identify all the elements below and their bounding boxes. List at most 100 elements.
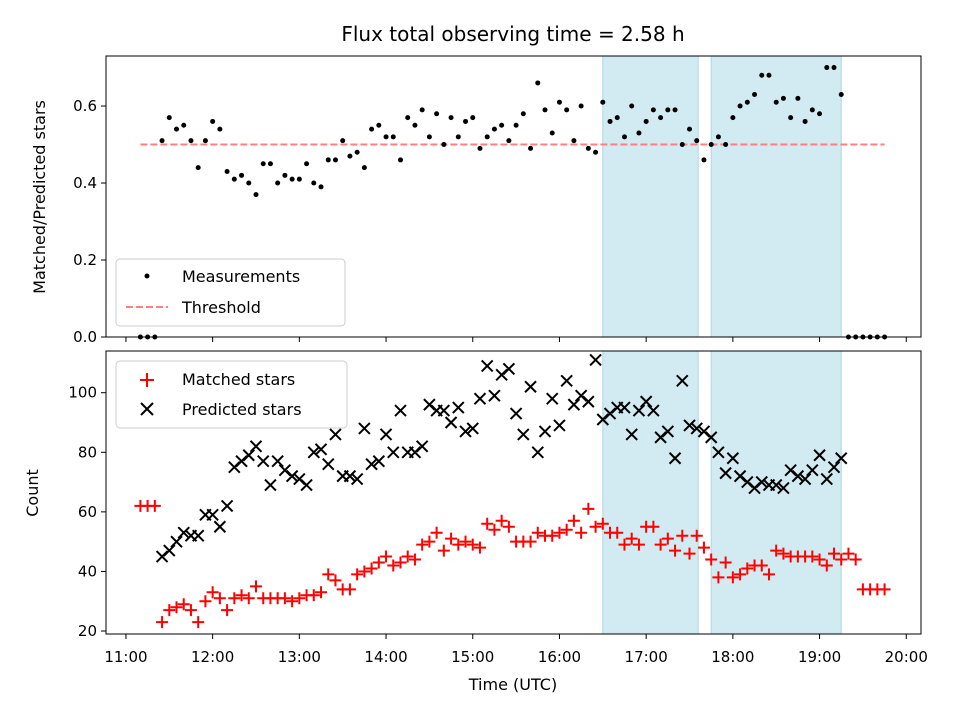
- predicted-star-point: [163, 544, 176, 557]
- measurement-point: [260, 161, 266, 167]
- matched-star-point: [560, 523, 573, 536]
- measurement-point: [788, 115, 794, 121]
- predicted-star-point: [560, 374, 573, 387]
- matched-star-point: [770, 544, 783, 557]
- measurement-point: [506, 138, 512, 144]
- x-tick-label: 13:00: [278, 648, 321, 666]
- predicted-star-point: [777, 481, 790, 495]
- predicted-star-point: [365, 457, 378, 471]
- measurement-point: [585, 145, 591, 151]
- x-axis-label: Time (UTC): [468, 675, 557, 694]
- measurement-point: [564, 107, 570, 113]
- predicted-star-point: [437, 404, 451, 417]
- matched-star-point: [351, 568, 364, 581]
- measurement-point: [282, 172, 288, 178]
- matched-star-point: [697, 541, 710, 554]
- predicted-star-point: [264, 478, 277, 492]
- matched-star-point: [206, 586, 219, 599]
- measurement-point: [477, 145, 483, 151]
- predicted-star-point: [257, 455, 270, 468]
- matched-star-point: [813, 553, 826, 566]
- matched-star-point: [531, 526, 544, 539]
- predicted-star-point: [488, 389, 501, 402]
- measurement-point: [694, 138, 700, 144]
- y-tick-label: 0.4: [73, 174, 97, 192]
- predicted-star-point: [791, 469, 805, 483]
- measurement-point: [405, 115, 411, 121]
- matched-star-point: [163, 604, 176, 617]
- predicted-star-point: [683, 419, 696, 432]
- measurement-point: [831, 65, 837, 71]
- measurement-point: [463, 118, 469, 124]
- measurement-point: [824, 65, 830, 71]
- shaded-interval-1: [602, 55, 699, 338]
- measurement-point: [159, 138, 165, 144]
- x-tick-label: 14:00: [364, 648, 407, 666]
- x-tick-label: 19:00: [798, 648, 841, 666]
- matched-star-point: [307, 589, 320, 602]
- x-tick-label: 11:00: [104, 648, 147, 666]
- matched-star-point: [632, 538, 645, 551]
- measurement-point: [730, 115, 736, 121]
- matched-star-point: [235, 589, 248, 602]
- matched-star-point: [669, 544, 682, 557]
- predicted-star-point: [582, 395, 595, 408]
- predicted-star-point: [690, 422, 703, 435]
- matched-star-point: [820, 559, 833, 572]
- top-legend: Measurements Threshold: [115, 258, 346, 327]
- legend-matched-marker: [140, 373, 154, 387]
- predicted-star-point: [459, 425, 472, 438]
- matched-star-point: [481, 517, 494, 530]
- predicted-star-point: [242, 449, 255, 462]
- predicted-star-point: [567, 398, 581, 411]
- measurement-point: [607, 118, 613, 124]
- x-tick-label: 15:00: [451, 648, 494, 666]
- bottom-panel: 20 40 60 80 100 11:00 12:00 13:00 14:00 15:00 16:…: [23, 350, 928, 694]
- matched-star-point: [408, 553, 421, 566]
- predicted-star-point: [220, 499, 234, 513]
- matched-star-point: [734, 568, 747, 581]
- predicted-star-point: [647, 404, 660, 417]
- predicted-star-point: [372, 455, 386, 468]
- matched-star-point: [546, 529, 559, 542]
- predicted-star-point: [820, 472, 833, 486]
- measurement-point: [383, 134, 389, 140]
- matched-star-point: [394, 556, 407, 569]
- predicted-star-point: [502, 362, 516, 376]
- matched-star-point: [878, 583, 891, 596]
- predicted-star-point: [452, 401, 465, 414]
- measurement-point: [838, 91, 844, 97]
- measurement-point: [188, 138, 194, 144]
- matched-star-point: [293, 592, 306, 605]
- predicted-star-point: [546, 392, 559, 405]
- matched-star-point: [286, 595, 299, 608]
- predicted-star-point: [322, 457, 335, 471]
- matched-star-point: [213, 592, 226, 605]
- matched-star-point: [372, 556, 385, 569]
- matched-star-point: [575, 526, 588, 539]
- measurement-point: [332, 157, 338, 163]
- bottom-shaded-intervals: [602, 350, 842, 635]
- measurement-point: [773, 99, 779, 105]
- measurement-point: [340, 138, 346, 144]
- matched-star-point: [322, 568, 335, 581]
- matched-star-point: [488, 523, 501, 536]
- matched-star-point: [625, 532, 638, 545]
- measurement-point: [614, 115, 620, 121]
- y-tick-label: 0.6: [73, 97, 97, 115]
- matched-star-point: [329, 574, 342, 587]
- legend-matched-label: Matched stars: [182, 370, 295, 389]
- measurement-point: [231, 176, 237, 182]
- matched-star-point: [184, 604, 197, 617]
- predicted-star-point: [668, 452, 682, 465]
- chart-title: Flux total observing time = 2.58 h: [341, 22, 684, 46]
- measurement-point: [759, 72, 765, 78]
- bottom-y-axis-label: Count: [23, 469, 42, 517]
- predicted-star-point: [639, 395, 653, 408]
- x-tick-label: 16:00: [538, 648, 581, 666]
- predicted-star-point: [271, 455, 284, 468]
- matched-star-point: [676, 529, 689, 542]
- predicted-star-point: [589, 353, 602, 367]
- matched-star-point: [705, 553, 718, 566]
- predicted-star-point: [755, 475, 768, 489]
